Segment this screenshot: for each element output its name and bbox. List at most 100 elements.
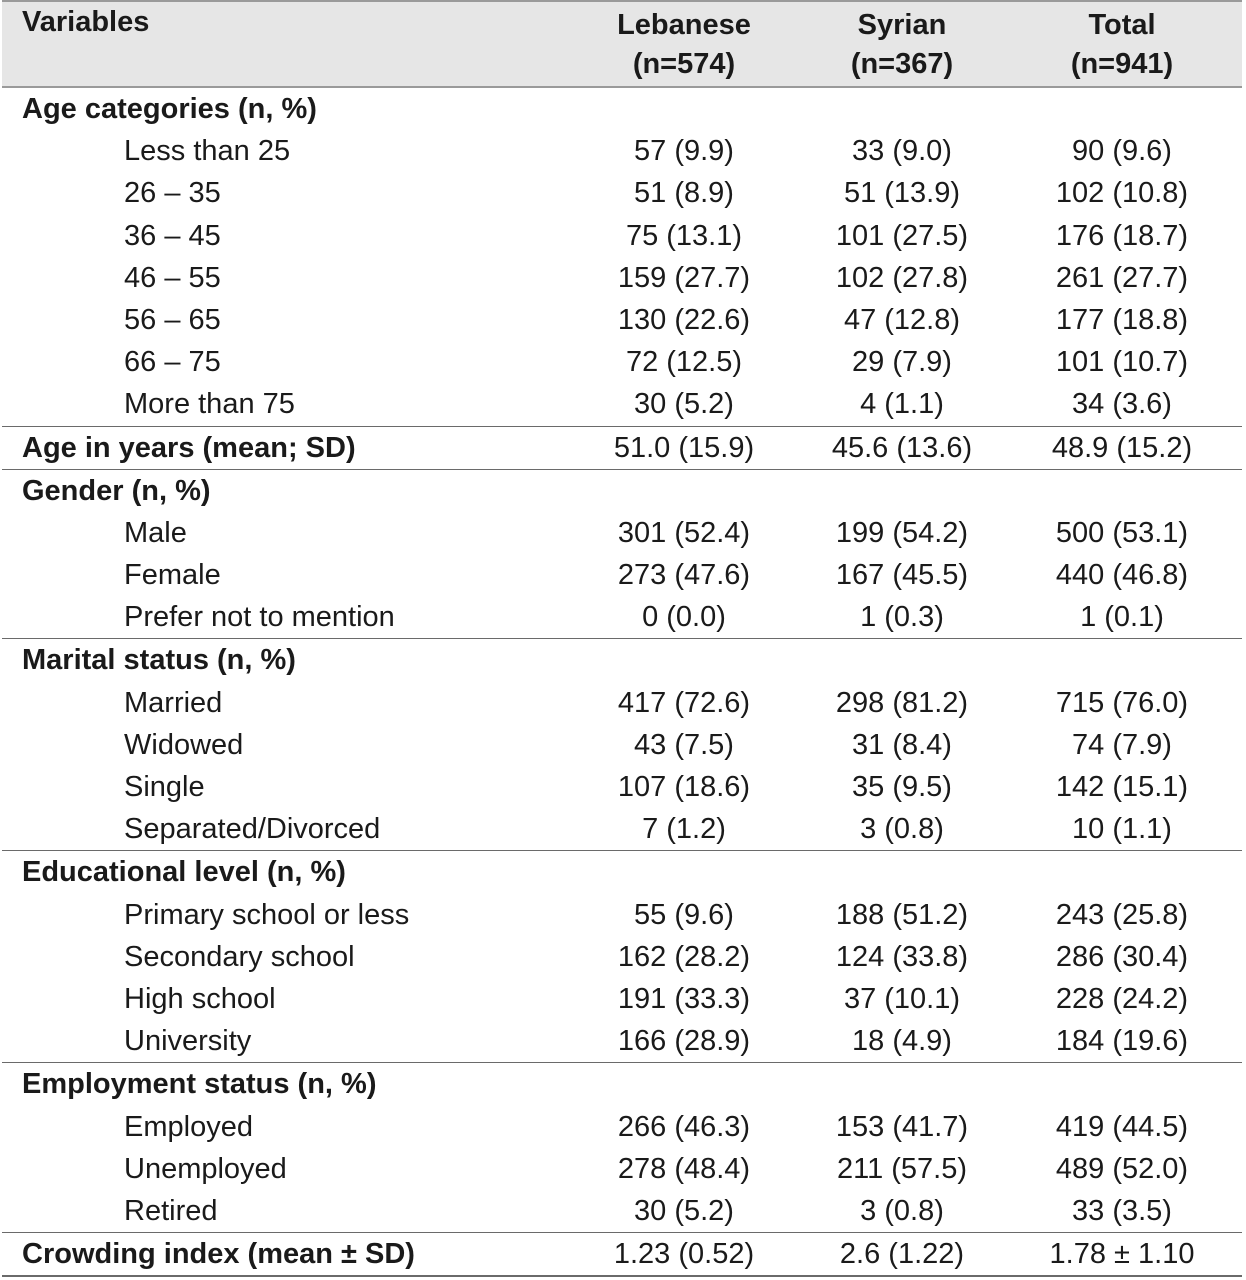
syrian-value: 45.6 (13.6) [831,431,973,464]
syrian-value: 2.6 (1.22) [839,1238,965,1271]
table-row: Single 107 (18.6) 35 (9.5) 142 (15.1) [2,766,1242,808]
row-label: More than 75 [124,388,295,421]
table-row: Prefer not to mention 0 (0.0) 1 (0.3) 1 (0.… [2,596,1242,638]
syrian-value: 37 (10.1) [843,982,961,1015]
header-variables: Variables [22,6,150,38]
table-row: 56 – 65 130 (22.6) 47 (12.8) 177 (18.8) [2,299,1242,341]
lebanese-value: 266 (46.3) [617,1110,751,1143]
syrian-value: 124 (33.8) [835,940,969,973]
row-label: Separated/Divorced [124,813,381,846]
total-value: 500 (53.1) [1055,516,1189,549]
header-lebanese-name: Lebanese [617,9,751,41]
syrian-value: 153 (41.7) [835,1110,969,1143]
header-lebanese-n: (n=574) [632,48,736,80]
total-value: 184 (19.6) [1055,1025,1189,1058]
category-label: Educational level (n, %) [22,856,346,889]
lebanese-value: 55 (9.6) [634,898,734,931]
syrian-value: 4 (1.1) [860,388,944,421]
category-label: Employment status (n, %) [22,1068,377,1101]
syrian-value: 29 (7.9) [852,346,952,379]
syrian-value: 51 (13.9) [843,177,961,210]
total-value: 489 (52.0) [1055,1152,1189,1185]
row-label: Retired [124,1194,218,1227]
row-label: Female [124,559,221,592]
table-row: 66 – 75 72 (12.5) 29 (7.9) 101 (10.7) [2,341,1242,383]
table-row: 26 – 35 51 (8.9) 51 (13.9) 102 (10.8) [2,172,1242,214]
syrian-value: 1 (0.3) [860,601,944,634]
syrian-value: 298 (81.2) [835,686,969,719]
lebanese-value: 278 (48.4) [617,1152,751,1185]
total-value: 33 (3.5) [1072,1194,1172,1227]
lebanese-value: 301 (52.4) [617,516,751,549]
row-label: Less than 25 [124,135,291,168]
lebanese-value: 159 (27.7) [617,261,751,294]
total-value: 715 (76.0) [1055,686,1189,719]
syrian-value: 31 (8.4) [852,728,952,761]
table-row: More than 75 30 (5.2) 4 (1.1) 34 (3.6) [2,383,1242,425]
total-value: 101 (10.7) [1055,346,1189,379]
total-value: 177 (18.8) [1055,303,1189,336]
row-label: 26 – 35 [124,177,221,210]
table-row: Primary school or less 55 (9.6) 188 (51.2)… [2,894,1242,936]
total-value: 228 (24.2) [1055,982,1189,1015]
header-syrian: Syrian (n=367) [792,6,1012,84]
syrian-value: 3 (0.8) [860,1194,944,1227]
total-value: 10 (1.1) [1072,813,1172,846]
lebanese-value: 30 (5.2) [634,388,734,421]
table-body: Age categories (n, %) Less than 25 57 (9.9… [2,88,1242,1278]
lebanese-value: 75 (13.1) [625,219,743,252]
table-row: Less than 25 57 (9.9) 33 (9.0) 90 (9.6) [2,130,1242,172]
row-label: Married [124,686,223,719]
total-value: 176 (18.7) [1055,219,1189,252]
row-label: Unemployed [124,1152,287,1185]
row-label: Prefer not to mention [124,601,395,634]
lebanese-value: 72 (12.5) [625,346,743,379]
total-value: 102 (10.8) [1055,177,1189,210]
total-value: 1 (0.1) [1080,601,1164,634]
table-row: Female 273 (47.6) 167 (45.5) 440 (46.8) [2,554,1242,596]
row-label: High school [124,982,276,1015]
header-total: Total (n=941) [1012,6,1232,84]
table-row: Retired 30 (5.2) 3 (0.8) 33 (3.5) [2,1190,1242,1232]
row-label: 46 – 55 [124,261,221,294]
syrian-value: 199 (54.2) [835,516,969,549]
syrian-value: 33 (9.0) [852,135,952,168]
row-label: Single [124,771,205,803]
category-label: Marital status (n, %) [22,644,296,677]
header-syrian-n: (n=367) [850,48,954,80]
lebanese-value: 43 (7.5) [634,728,734,761]
lebanese-value: 0 (0.0) [642,601,726,634]
total-value: 419 (44.5) [1055,1110,1189,1143]
total-value: 1.78 ± 1.10 [1049,1238,1195,1271]
syrian-value: 188 (51.2) [835,898,969,931]
syrian-value: 35 (9.5) [852,771,952,803]
lebanese-value: 1.23 (0.52) [613,1238,755,1271]
syrian-value: 3 (0.8) [860,813,944,846]
table-row: University 166 (28.9) 18 (4.9) 184 (19.6) [2,1020,1242,1062]
table-row: Widowed 43 (7.5) 31 (8.4) 74 (7.9) [2,724,1242,766]
total-value: 48.9 (15.2) [1051,431,1193,464]
total-value: 243 (25.8) [1055,898,1189,931]
header-lebanese: Lebanese (n=574) [574,6,794,84]
row-label: Male [124,516,187,549]
total-value: 142 (15.1) [1055,771,1189,803]
row-label: Primary school or less [124,898,410,931]
category-label: Gender (n, %) [22,474,211,507]
total-value: 74 (7.9) [1072,728,1172,761]
row-label: Employed [124,1110,253,1143]
row-label: 56 – 65 [124,303,221,336]
category-row: Age categories (n, %) [2,88,1242,130]
total-value: 261 (27.7) [1055,261,1189,294]
row-label: University [124,1025,252,1058]
category-row: Educational level (n, %) [2,850,1242,893]
header-total-name: Total [1088,9,1156,41]
total-value: 440 (46.8) [1055,559,1189,592]
syrian-value: 101 (27.5) [835,219,969,252]
table-row: Married 417 (72.6) 298 (81.2) 715 (76.0) [2,682,1242,724]
table-row: Separated/Divorced 7 (1.2) 3 (0.8) 10 (1.1) [2,808,1242,850]
lebanese-value: 30 (5.2) [634,1194,734,1227]
lebanese-value: 51 (8.9) [634,177,734,210]
table-row: 46 – 55 159 (27.7) 102 (27.8) 261 (27.7) [2,257,1242,299]
lebanese-value: 107 (18.6) [617,771,751,803]
